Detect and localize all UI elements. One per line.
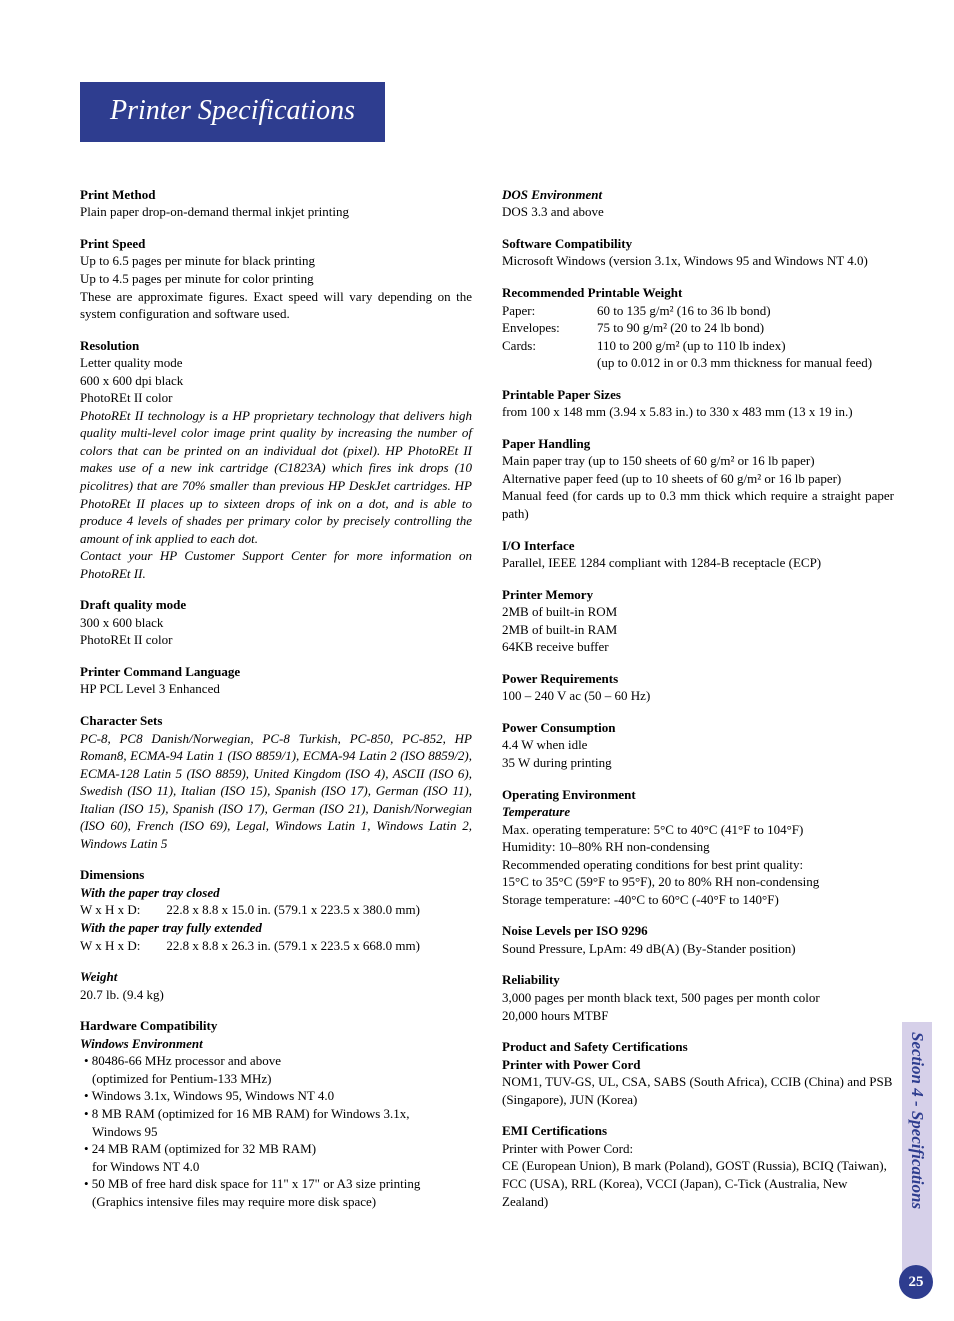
mem-heading: Printer Memory bbox=[502, 586, 894, 604]
draft-heading: Draft quality mode bbox=[80, 596, 472, 614]
photoret-description: PhotoREt II technology is a HP proprieta… bbox=[80, 407, 472, 547]
print-method-heading: Print Method bbox=[80, 186, 472, 204]
dos-text: DOS 3.3 and above bbox=[502, 203, 894, 221]
sw-compat-heading: Software Compatibility bbox=[502, 235, 894, 253]
dim-open-heading: With the paper tray fully extended bbox=[80, 919, 472, 937]
reliability-line2: 20,000 hours MTBF bbox=[502, 1007, 894, 1025]
hw-bullet-3b: Windows 95 bbox=[80, 1123, 472, 1141]
page-number: 25 bbox=[899, 1265, 933, 1299]
rpw-env-value: 75 to 90 g/m² (20 to 24 lb bond) bbox=[597, 319, 764, 337]
print-speed-line2: Up to 4.5 pages per minute for color pri… bbox=[80, 270, 472, 288]
ph-line2: Alternative paper feed (up to 10 sheets … bbox=[502, 470, 894, 488]
dim-open-text: W x H x D: 22.8 x 8.8 x 26.3 in. (579.1 … bbox=[80, 937, 472, 955]
ph-line3: Manual feed (for cards up to 0.3 mm thic… bbox=[502, 487, 894, 522]
weight-heading: Weight bbox=[80, 968, 472, 986]
power-req-text: 100 – 240 V ac (50 – 60 Hz) bbox=[502, 687, 894, 705]
charsets-text: PC-8, PC8 Danish/Norwegian, PC-8 Turkish… bbox=[80, 730, 472, 853]
mem-line3: 64KB receive buffer bbox=[502, 638, 894, 656]
rpw-card-label: Cards: bbox=[502, 337, 597, 355]
io-heading: I/O Interface bbox=[502, 537, 894, 555]
rpw-paper-label: Paper: bbox=[502, 302, 597, 320]
rpw-paper-value: 60 to 135 g/m² (16 to 36 lb bond) bbox=[597, 302, 771, 320]
io-text: Parallel, IEEE 1284 compliant with 1284-… bbox=[502, 554, 894, 572]
pps-heading: Printable Paper Sizes bbox=[502, 386, 894, 404]
two-column-layout: Print Method Plain paper drop-on-demand … bbox=[0, 142, 954, 1210]
sw-compat-text: Microsoft Windows (version 3.1x, Windows… bbox=[502, 252, 894, 270]
hw-bullet-5b: (Graphics intensive files may require mo… bbox=[80, 1193, 472, 1211]
emi-line2: CE (European Union), B mark (Poland), GO… bbox=[502, 1157, 894, 1210]
op-env-line3: Recommended operating conditions for bes… bbox=[502, 856, 894, 874]
power-req-heading: Power Requirements bbox=[502, 670, 894, 688]
op-env-line5: Storage temperature: -40°C to 60°C (-40°… bbox=[502, 891, 894, 909]
power-cons-heading: Power Consumption bbox=[502, 719, 894, 737]
right-column: DOS Environment DOS 3.3 and above Softwa… bbox=[502, 186, 894, 1210]
dim-closed-heading: With the paper tray closed bbox=[80, 884, 472, 902]
hw-bullet-5: • 50 MB of free hard disk space for 11" … bbox=[80, 1175, 472, 1193]
draft-line1: 300 x 600 black bbox=[80, 614, 472, 632]
power-cons-line2: 35 W during printing bbox=[502, 754, 894, 772]
dim-closed-text: W x H x D: 22.8 x 8.8 x 15.0 in. (579.1 … bbox=[80, 901, 472, 919]
hw-bullet-1: • 80486-66 MHz processor and above bbox=[80, 1052, 472, 1070]
cert-text: NOM1, TUV-GS, UL, CSA, SABS (South Afric… bbox=[502, 1073, 894, 1108]
emi-line1: Printer with Power Cord: bbox=[502, 1140, 894, 1158]
rpw-heading: Recommended Printable Weight bbox=[502, 284, 894, 302]
dos-heading: DOS Environment bbox=[502, 186, 894, 204]
reliability-heading: Reliability bbox=[502, 971, 894, 989]
cert-heading: Product and Safety Certifications bbox=[502, 1038, 894, 1056]
print-speed-note: These are approximate figures. Exact spe… bbox=[80, 288, 472, 323]
print-method-text: Plain paper drop-on-demand thermal inkje… bbox=[80, 203, 472, 221]
cert-sub-heading: Printer with Power Cord bbox=[502, 1056, 894, 1074]
charsets-heading: Character Sets bbox=[80, 712, 472, 730]
op-env-line4: 15°C to 35°C (59°F to 95°F), 20 to 80% R… bbox=[502, 873, 894, 891]
page-title: Printer Specifications bbox=[80, 82, 385, 142]
resolution-line3: PhotoREt II color bbox=[80, 389, 472, 407]
section-label: Section 4 - Specifications bbox=[905, 1032, 928, 1209]
mem-line1: 2MB of built-in ROM bbox=[502, 603, 894, 621]
dimensions-heading: Dimensions bbox=[80, 866, 472, 884]
photoret-contact: Contact your HP Customer Support Center … bbox=[80, 547, 472, 582]
rpw-card-row2: (up to 0.012 in or 0.3 mm thickness for … bbox=[502, 354, 894, 372]
rpw-card-row: Cards: 110 to 200 g/m² (up to 110 lb ind… bbox=[502, 337, 894, 355]
rpw-card-value: 110 to 200 g/m² (up to 110 lb index) bbox=[597, 337, 786, 355]
print-speed-line1: Up to 6.5 pages per minute for black pri… bbox=[80, 252, 472, 270]
rpw-paper-row: Paper: 60 to 135 g/m² (16 to 36 lb bond) bbox=[502, 302, 894, 320]
ph-line1: Main paper tray (up to 150 sheets of 60 … bbox=[502, 452, 894, 470]
rpw-card-spacer bbox=[502, 354, 597, 372]
noise-heading: Noise Levels per ISO 9296 bbox=[502, 922, 894, 940]
hw-bullet-3: • 8 MB RAM (optimized for 16 MB RAM) for… bbox=[80, 1105, 472, 1123]
pps-text: from 100 x 148 mm (3.94 x 5.83 in.) to 3… bbox=[502, 403, 894, 421]
rpw-card-value2: (up to 0.012 in or 0.3 mm thickness for … bbox=[597, 354, 872, 372]
draft-line2: PhotoREt II color bbox=[80, 631, 472, 649]
hw-bullet-4b: for Windows NT 4.0 bbox=[80, 1158, 472, 1176]
hw-bullet-4: • 24 MB RAM (optimized for 32 MB RAM) bbox=[80, 1140, 472, 1158]
weight-text: 20.7 lb. (9.4 kg) bbox=[80, 986, 472, 1004]
print-speed-heading: Print Speed bbox=[80, 235, 472, 253]
hw-compat-heading: Hardware Compatibility bbox=[80, 1017, 472, 1035]
left-column: Print Method Plain paper drop-on-demand … bbox=[80, 186, 472, 1210]
hw-windows-heading: Windows Environment bbox=[80, 1035, 472, 1053]
resolution-line2: 600 x 600 dpi black bbox=[80, 372, 472, 390]
resolution-line1: Letter quality mode bbox=[80, 354, 472, 372]
op-env-temp-heading: Temperature bbox=[502, 803, 894, 821]
emi-heading: EMI Certifications bbox=[502, 1122, 894, 1140]
pcl-heading: Printer Command Language bbox=[80, 663, 472, 681]
rpw-env-row: Envelopes: 75 to 90 g/m² (20 to 24 lb bo… bbox=[502, 319, 894, 337]
ph-heading: Paper Handling bbox=[502, 435, 894, 453]
op-env-line1: Max. operating temperature: 5°C to 40°C … bbox=[502, 821, 894, 839]
pcl-text: HP PCL Level 3 Enhanced bbox=[80, 680, 472, 698]
op-env-line2: Humidity: 10–80% RH non-condensing bbox=[502, 838, 894, 856]
rpw-env-label: Envelopes: bbox=[502, 319, 597, 337]
noise-text: Sound Pressure, LpAm: 49 dB(A) (By-Stand… bbox=[502, 940, 894, 958]
resolution-heading: Resolution bbox=[80, 337, 472, 355]
reliability-line1: 3,000 pages per month black text, 500 pa… bbox=[502, 989, 894, 1007]
power-cons-line1: 4.4 W when idle bbox=[502, 736, 894, 754]
op-env-heading: Operating Environment bbox=[502, 786, 894, 804]
hw-bullet-2: • Windows 3.1x, Windows 95, Windows NT 4… bbox=[80, 1087, 472, 1105]
mem-line2: 2MB of built-in RAM bbox=[502, 621, 894, 639]
hw-bullet-1b: (optimized for Pentium-133 MHz) bbox=[80, 1070, 472, 1088]
